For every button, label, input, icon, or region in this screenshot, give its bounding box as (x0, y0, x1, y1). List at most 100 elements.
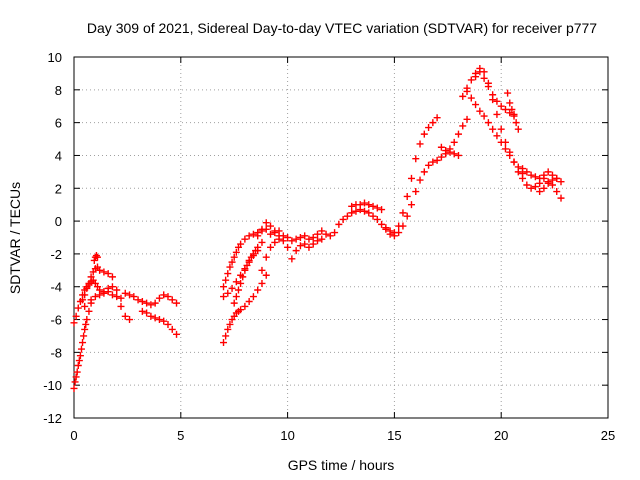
data-point (425, 161, 433, 169)
data-point (249, 230, 257, 238)
data-point (75, 357, 83, 365)
data-point (437, 143, 445, 151)
data-point (258, 279, 266, 287)
data-point (463, 87, 471, 95)
data-point (403, 192, 411, 200)
data-point (459, 92, 467, 100)
y-tick-label: -12 (43, 411, 62, 426)
data-point (425, 124, 433, 132)
data-point (365, 201, 373, 209)
data-point (121, 289, 129, 297)
data-point (91, 293, 99, 301)
data-point (81, 302, 89, 310)
y-tick-label: -6 (50, 313, 62, 328)
data-point (514, 125, 522, 133)
data-point (407, 201, 415, 209)
y-tick-label: 10 (48, 50, 62, 65)
data-point (510, 158, 518, 166)
data-point (536, 174, 544, 182)
y-tick-label: -10 (43, 378, 62, 393)
data-point (523, 181, 531, 189)
data-point (540, 171, 548, 179)
data-point (249, 293, 257, 301)
data-point (87, 273, 95, 281)
data-point (232, 278, 240, 286)
data-point (540, 184, 548, 192)
data-point (536, 188, 544, 196)
data-series-10 (220, 247, 262, 301)
x-tick-label: 25 (601, 428, 615, 443)
chart-title: Day 309 of 2021, Sidereal Day-to-day VTE… (87, 20, 597, 36)
data-point (454, 130, 462, 138)
data-point (309, 240, 317, 248)
data-point (121, 312, 129, 320)
y-tick-label: 8 (55, 83, 62, 98)
data-point (228, 284, 236, 292)
data-point (305, 243, 313, 251)
data-point (463, 115, 471, 123)
data-point (416, 140, 424, 148)
data-point (134, 296, 142, 304)
data-point (489, 91, 497, 99)
data-point (83, 316, 91, 324)
y-tick-label: -4 (50, 280, 62, 295)
data-point (369, 202, 377, 210)
data-point (70, 384, 78, 392)
data-point (262, 271, 270, 279)
x-tick-label: 15 (387, 428, 401, 443)
data-point (459, 122, 467, 130)
y-tick-label: 2 (55, 181, 62, 196)
data-point (454, 151, 462, 159)
data-point (348, 202, 356, 210)
data-point (126, 316, 134, 324)
data-series-6 (90, 252, 101, 264)
data-point (82, 320, 90, 328)
data-point (399, 209, 407, 217)
data-point (403, 212, 411, 220)
data-point (288, 255, 296, 263)
data-point (226, 263, 234, 271)
y-tick-label: -2 (50, 247, 62, 262)
data-point (245, 258, 253, 266)
data-point (519, 165, 527, 173)
data-point (100, 268, 108, 276)
y-tick-label: -8 (50, 345, 62, 360)
data-point (147, 301, 155, 309)
data-point (493, 132, 501, 140)
data-point (87, 296, 95, 304)
data-point (472, 101, 480, 109)
data-point (506, 99, 514, 107)
data-point (292, 235, 300, 243)
data-point (164, 293, 172, 301)
data-point (343, 212, 351, 220)
x-axis-tick-labels: 0 5 10 15 20 25 (70, 428, 615, 443)
data-point (147, 312, 155, 320)
data-point (241, 265, 249, 273)
data-point (373, 215, 381, 223)
data-point (126, 291, 134, 299)
data-point (450, 138, 458, 146)
data-point (113, 293, 121, 301)
data-point (309, 234, 317, 241)
data-point (378, 206, 386, 214)
data-point (480, 74, 488, 82)
x-tick-label: 10 (280, 428, 294, 443)
data-point (234, 286, 242, 294)
data-point (326, 232, 334, 240)
data-point (412, 188, 420, 196)
data-point (77, 345, 85, 353)
data-point (382, 224, 390, 232)
data-point (467, 76, 475, 84)
data-point (352, 207, 360, 215)
data-point (258, 238, 266, 246)
data-series-7 (220, 225, 339, 291)
data-point (386, 227, 394, 235)
data-point (220, 339, 228, 347)
data-point (83, 284, 91, 292)
data-point (296, 242, 304, 250)
data-point (71, 378, 79, 386)
data-point (76, 352, 84, 360)
data-point (160, 317, 168, 325)
data-point (314, 237, 322, 245)
data-point (497, 138, 505, 146)
